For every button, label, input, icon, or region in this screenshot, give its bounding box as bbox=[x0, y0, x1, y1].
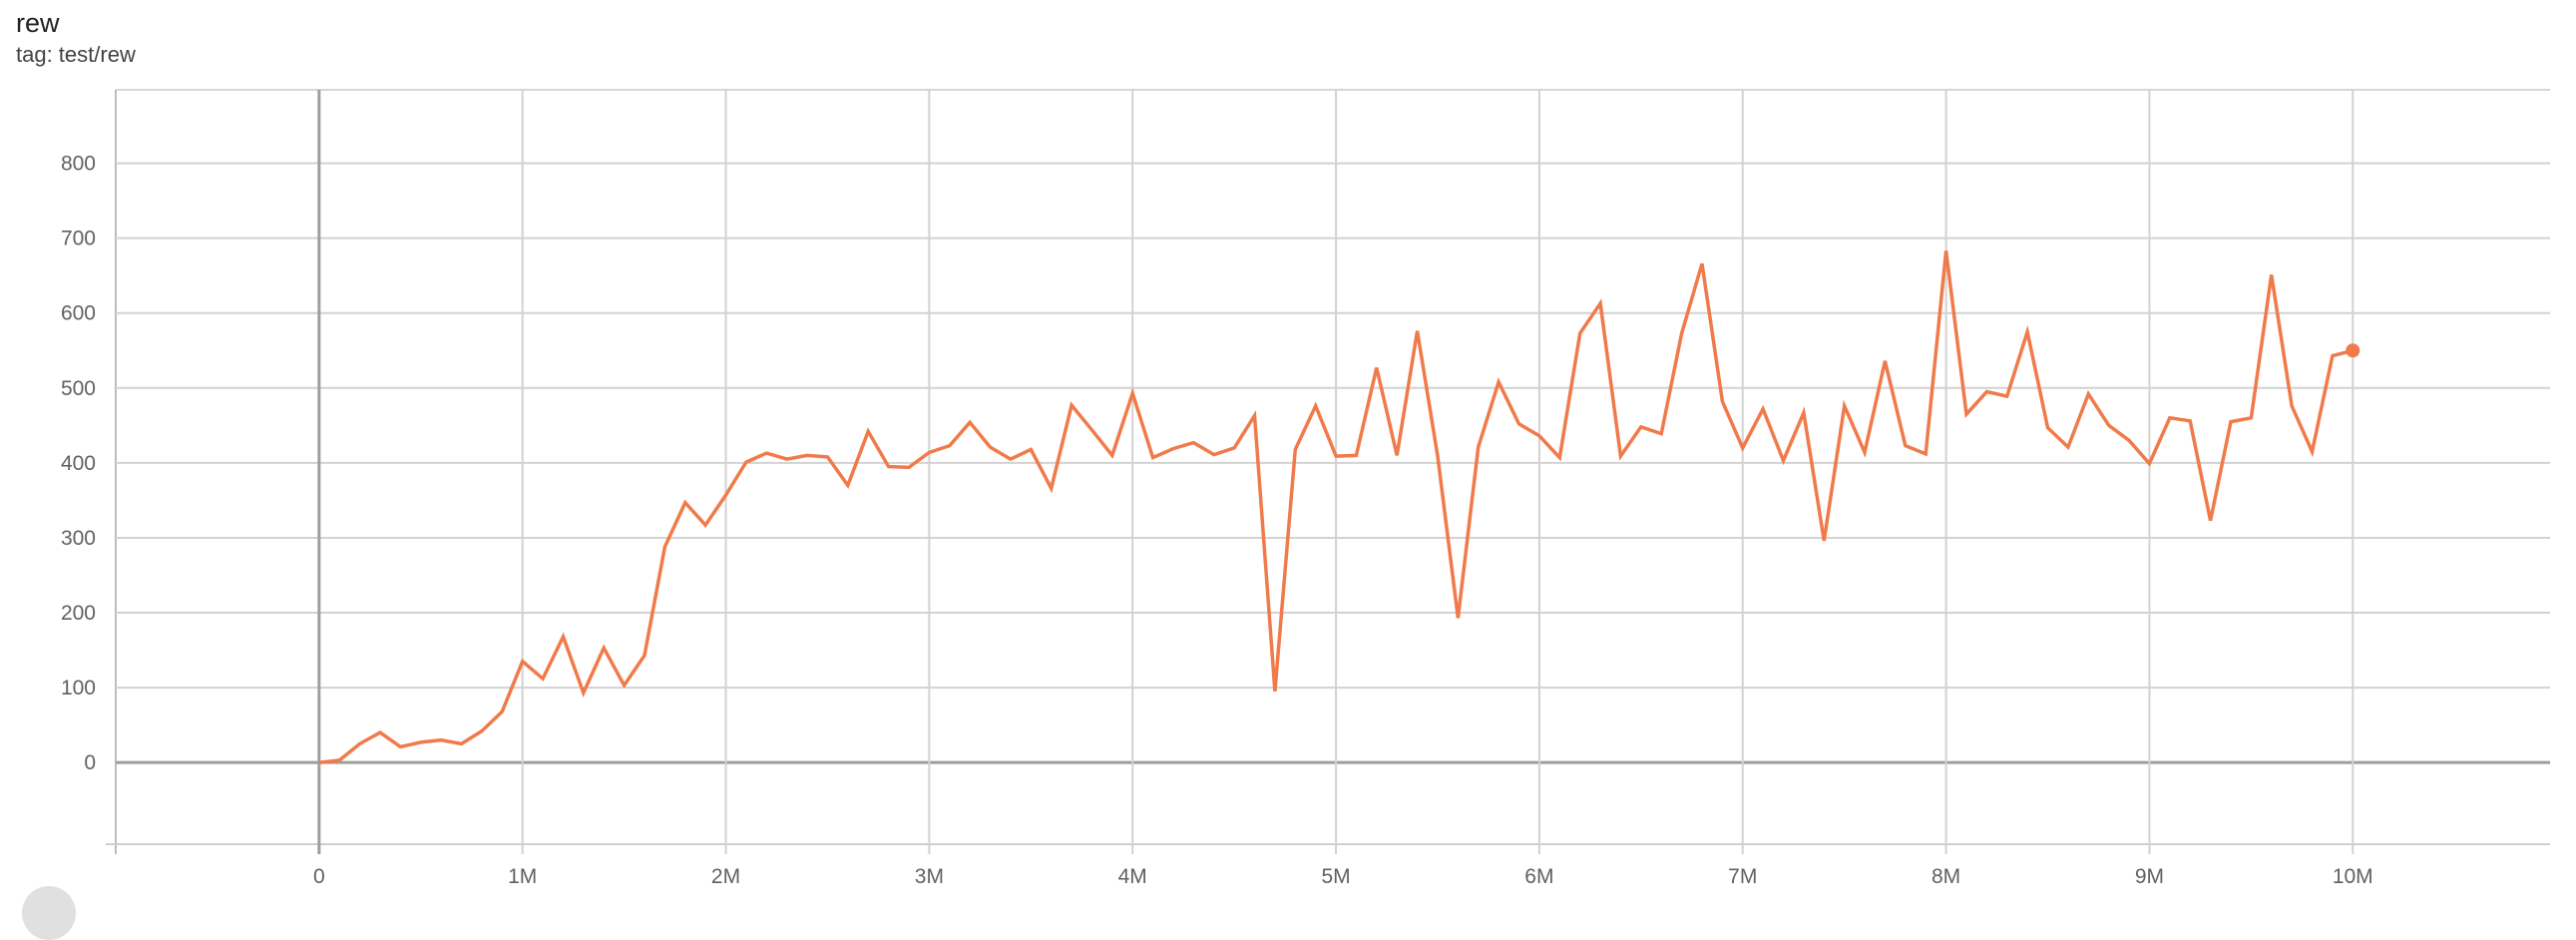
data-point bbox=[2346, 343, 2361, 358]
x-tick-label: 9M bbox=[2135, 865, 2164, 888]
x-tick-label: 10M bbox=[2333, 865, 2373, 888]
x-tick-label: 4M bbox=[1118, 865, 1147, 888]
y-axis: 0 100 200 300 400 500 600 700 800 bbox=[61, 153, 96, 775]
chart-tag: tag: test/rew bbox=[16, 42, 136, 67]
series-rew bbox=[318, 250, 2361, 764]
x-tick-label: 0 bbox=[313, 865, 325, 888]
y-tick-label: 100 bbox=[61, 677, 96, 700]
y-tick-label: 600 bbox=[61, 302, 96, 325]
y-tick-label: 400 bbox=[61, 452, 96, 475]
y-tick-label: 500 bbox=[61, 377, 96, 400]
x-tick-label: 3M bbox=[915, 865, 944, 888]
x-tick-label: 5M bbox=[1321, 865, 1350, 888]
y-tick-label: 200 bbox=[61, 602, 96, 625]
x-tick-label: 1M bbox=[508, 865, 537, 888]
series-line bbox=[318, 250, 2354, 764]
y-tick-label: 300 bbox=[61, 527, 96, 550]
x-axis: 0 1M 2M 3M 4M 5M 6M 7M 8M 9M 10M bbox=[313, 865, 2373, 888]
x-tick-label: 7M bbox=[1728, 865, 1757, 888]
fit-domain-button[interactable] bbox=[22, 886, 76, 940]
line-chart[interactable]: 0 100 200 300 400 500 600 700 800 0 1M 2M 3M 4M 5M 6M 7… bbox=[0, 0, 2576, 896]
y-tick-label: 800 bbox=[61, 153, 96, 176]
chart-title: rew bbox=[16, 8, 60, 38]
x-tick-label: 8M bbox=[1932, 865, 1960, 888]
y-tick-label: 700 bbox=[61, 228, 96, 250]
x-tick-label: 6M bbox=[1524, 865, 1553, 888]
x-tick-label: 2M bbox=[711, 865, 740, 888]
y-tick-label: 0 bbox=[84, 751, 96, 774]
grid bbox=[106, 89, 2550, 854]
